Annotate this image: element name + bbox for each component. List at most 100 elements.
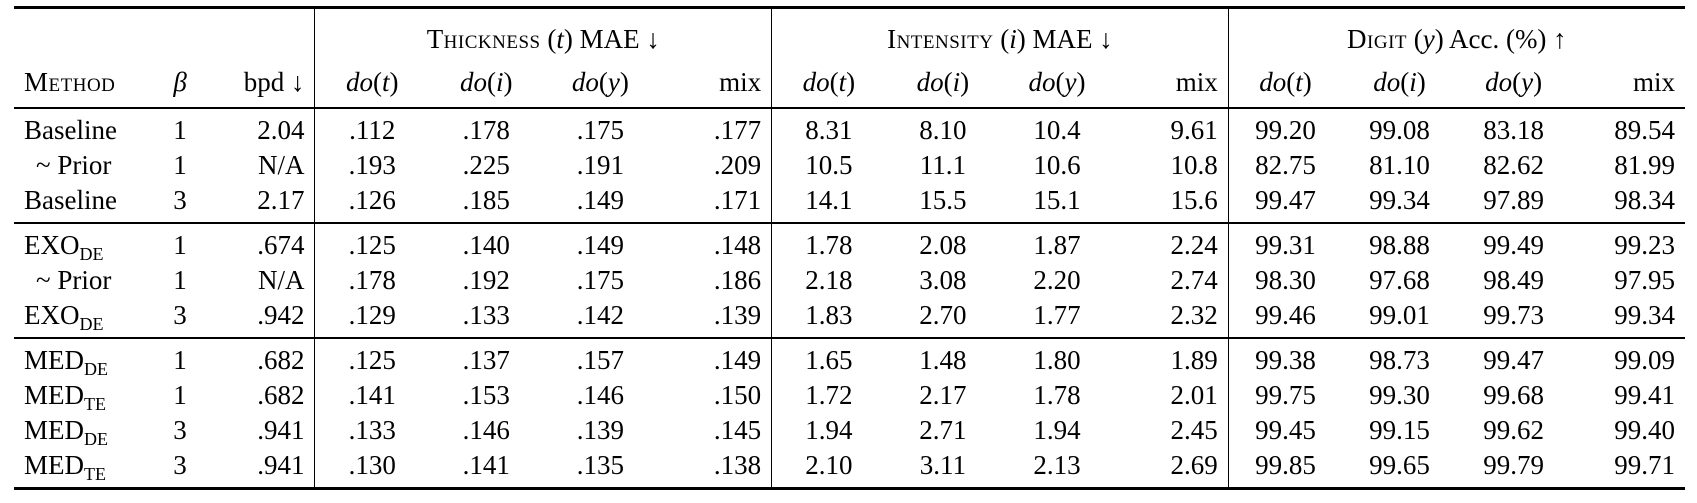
- thickness-cell: .133: [462, 300, 510, 330]
- intensity-cell: 1.94: [771, 413, 886, 448]
- digit-cell: 99.47: [1483, 345, 1544, 375]
- subcol-header: do(t): [314, 57, 430, 107]
- intensity-cell: 15.6: [1170, 185, 1218, 215]
- intensity-cell: 1.94: [1033, 415, 1081, 445]
- table-block: EXODE 1.674.125.140.149.148 1.78 2.08 1.87 2.…: [14, 223, 1685, 337]
- method-subscript: DE: [84, 429, 108, 449]
- digit-cell: 99.08: [1369, 115, 1430, 145]
- subcol-header: do(i): [916, 66, 970, 97]
- intensity-cell: 2.71: [919, 415, 967, 445]
- intensity-cell: 2.08: [919, 230, 967, 260]
- method-cell: Baseline: [14, 108, 149, 148]
- intensity-cell: 2.13: [1033, 450, 1081, 480]
- intensity-cell: 3.11: [919, 450, 966, 480]
- subcol-header: mix: [1175, 66, 1218, 97]
- beta-cell: 1: [173, 150, 187, 180]
- thickness-cell: .153: [462, 380, 510, 410]
- intensity-cell: 15.5: [919, 185, 967, 215]
- thickness-cell: .146: [576, 380, 624, 410]
- thickness-group-header: Thickness (t) MAE ↓: [314, 9, 772, 57]
- group-header-row: Thickness (t) MAE ↓ Intensity (i) MAE ↓ …: [14, 9, 1685, 57]
- method-cell: MEDDE: [14, 338, 149, 378]
- method-cell: EXODE: [14, 223, 149, 263]
- intensity-cell: 2.69: [1170, 450, 1218, 480]
- thickness-cell: .209: [713, 150, 762, 180]
- digit-cell: 99.38: [1227, 338, 1343, 378]
- thickness-cell: .130: [314, 448, 430, 487]
- bpd-cell: N/A: [257, 150, 305, 180]
- intensity-cell: 14.1: [771, 183, 886, 222]
- beta-cell: 1: [173, 380, 187, 410]
- method-cell: Baseline: [14, 183, 149, 222]
- thickness-cell: .186: [713, 265, 762, 295]
- thickness-cell: .125: [314, 338, 430, 378]
- intensity-cell: 11.1: [919, 150, 966, 180]
- table-row: Baseline 3 2.17 .126 .185 .149 .171 14.1 15.5 15.…: [14, 183, 1685, 222]
- digit-group-header: Digit (y) Acc. (%) ↑: [1227, 9, 1685, 57]
- beta-cell: 1: [173, 115, 187, 145]
- method-subscript: DE: [79, 244, 104, 264]
- method-cell: ~ Prior: [14, 148, 149, 183]
- digit-cell: 99.71: [1614, 450, 1675, 480]
- thickness-cell: .112: [314, 108, 430, 148]
- digit-cell: 82.62: [1483, 150, 1544, 180]
- subcol-header: do(y): [1485, 66, 1543, 97]
- subcol-header: do(t): [771, 57, 886, 107]
- digit-cell: 89.54: [1614, 115, 1675, 145]
- bpd-cell: 2.17: [257, 185, 305, 215]
- method-cell: MEDDE: [14, 413, 149, 448]
- digit-cell: 99.34: [1614, 300, 1675, 330]
- intensity-cell: 15.1: [1033, 185, 1081, 215]
- bpd-cell: .674: [257, 230, 305, 260]
- thickness-cell: .141: [314, 378, 430, 413]
- intensity-cell: 1.87: [1033, 230, 1081, 260]
- thickness-cell: .139: [576, 415, 624, 445]
- digit-cell: 98.34: [1614, 185, 1675, 215]
- intensity-cell: 2.17: [919, 380, 967, 410]
- digit-cell: 99.30: [1369, 380, 1430, 410]
- column-header-row: Method β bpd ↓ do(t) do(i) do(y) mix do(…: [14, 57, 1685, 107]
- intensity-cell: 2.20: [1033, 265, 1081, 295]
- method-cell: MEDTE: [14, 378, 149, 413]
- method-name: EXO: [24, 300, 80, 330]
- intensity-cell: 2.01: [1170, 380, 1218, 410]
- digit-cell: 99.49: [1483, 230, 1544, 260]
- thickness-cell: .178: [314, 263, 430, 298]
- bpd-cell: 2.04: [257, 115, 305, 145]
- intensity-cell: 10.5: [771, 148, 886, 183]
- table-row: MEDTE 3 .941 .130 .141 .135 .138 2.10 3.11 2.13 2.…: [14, 448, 1685, 487]
- bpd-cell: .682: [257, 380, 305, 410]
- table-row: ~ Prior 1 N/A .178 .192 .175 .186 2.18 3.08 2.20 2…: [14, 263, 1685, 298]
- thickness-cell: .125: [314, 223, 430, 263]
- intensity-cell: 1.48: [919, 345, 967, 375]
- digit-cell: 99.47: [1227, 183, 1343, 222]
- subcol-header: mix: [1632, 66, 1675, 97]
- thickness-cell: .138: [713, 450, 762, 480]
- thickness-cell: .191: [576, 150, 624, 180]
- thickness-cell: .193: [314, 148, 430, 183]
- thickness-cell: .139: [713, 300, 762, 330]
- thickness-cell: .146: [462, 415, 510, 445]
- subcol-header: do(i): [1373, 66, 1426, 97]
- thickness-cell: .171: [713, 185, 762, 215]
- thickness-cell: .135: [576, 450, 624, 480]
- digit-cell: 97.68: [1369, 265, 1430, 295]
- thickness-cell: .140: [462, 230, 510, 260]
- intensity-cell: 10.4: [1033, 115, 1081, 145]
- intensity-cell: 1.78: [1033, 380, 1081, 410]
- method-name: ~ Prior: [36, 265, 112, 295]
- thickness-cell: .178: [462, 115, 510, 145]
- beta-cell: 1: [173, 345, 187, 375]
- intensity-cell: 1.72: [771, 378, 886, 413]
- intensity-cell: 2.18: [771, 263, 886, 298]
- digit-cell: 99.85: [1227, 448, 1343, 487]
- thickness-cell: .157: [576, 345, 624, 375]
- digit-cell: 99.68: [1483, 380, 1544, 410]
- bpd-cell: .941: [257, 415, 305, 445]
- digit-cell: 99.31: [1227, 223, 1343, 263]
- bpd-cell: N/A: [257, 265, 305, 295]
- beta-cell: 3: [173, 185, 187, 215]
- thickness-cell: .192: [462, 265, 510, 295]
- digit-cell: 99.23: [1614, 230, 1675, 260]
- intensity-cell: 10.6: [1033, 150, 1081, 180]
